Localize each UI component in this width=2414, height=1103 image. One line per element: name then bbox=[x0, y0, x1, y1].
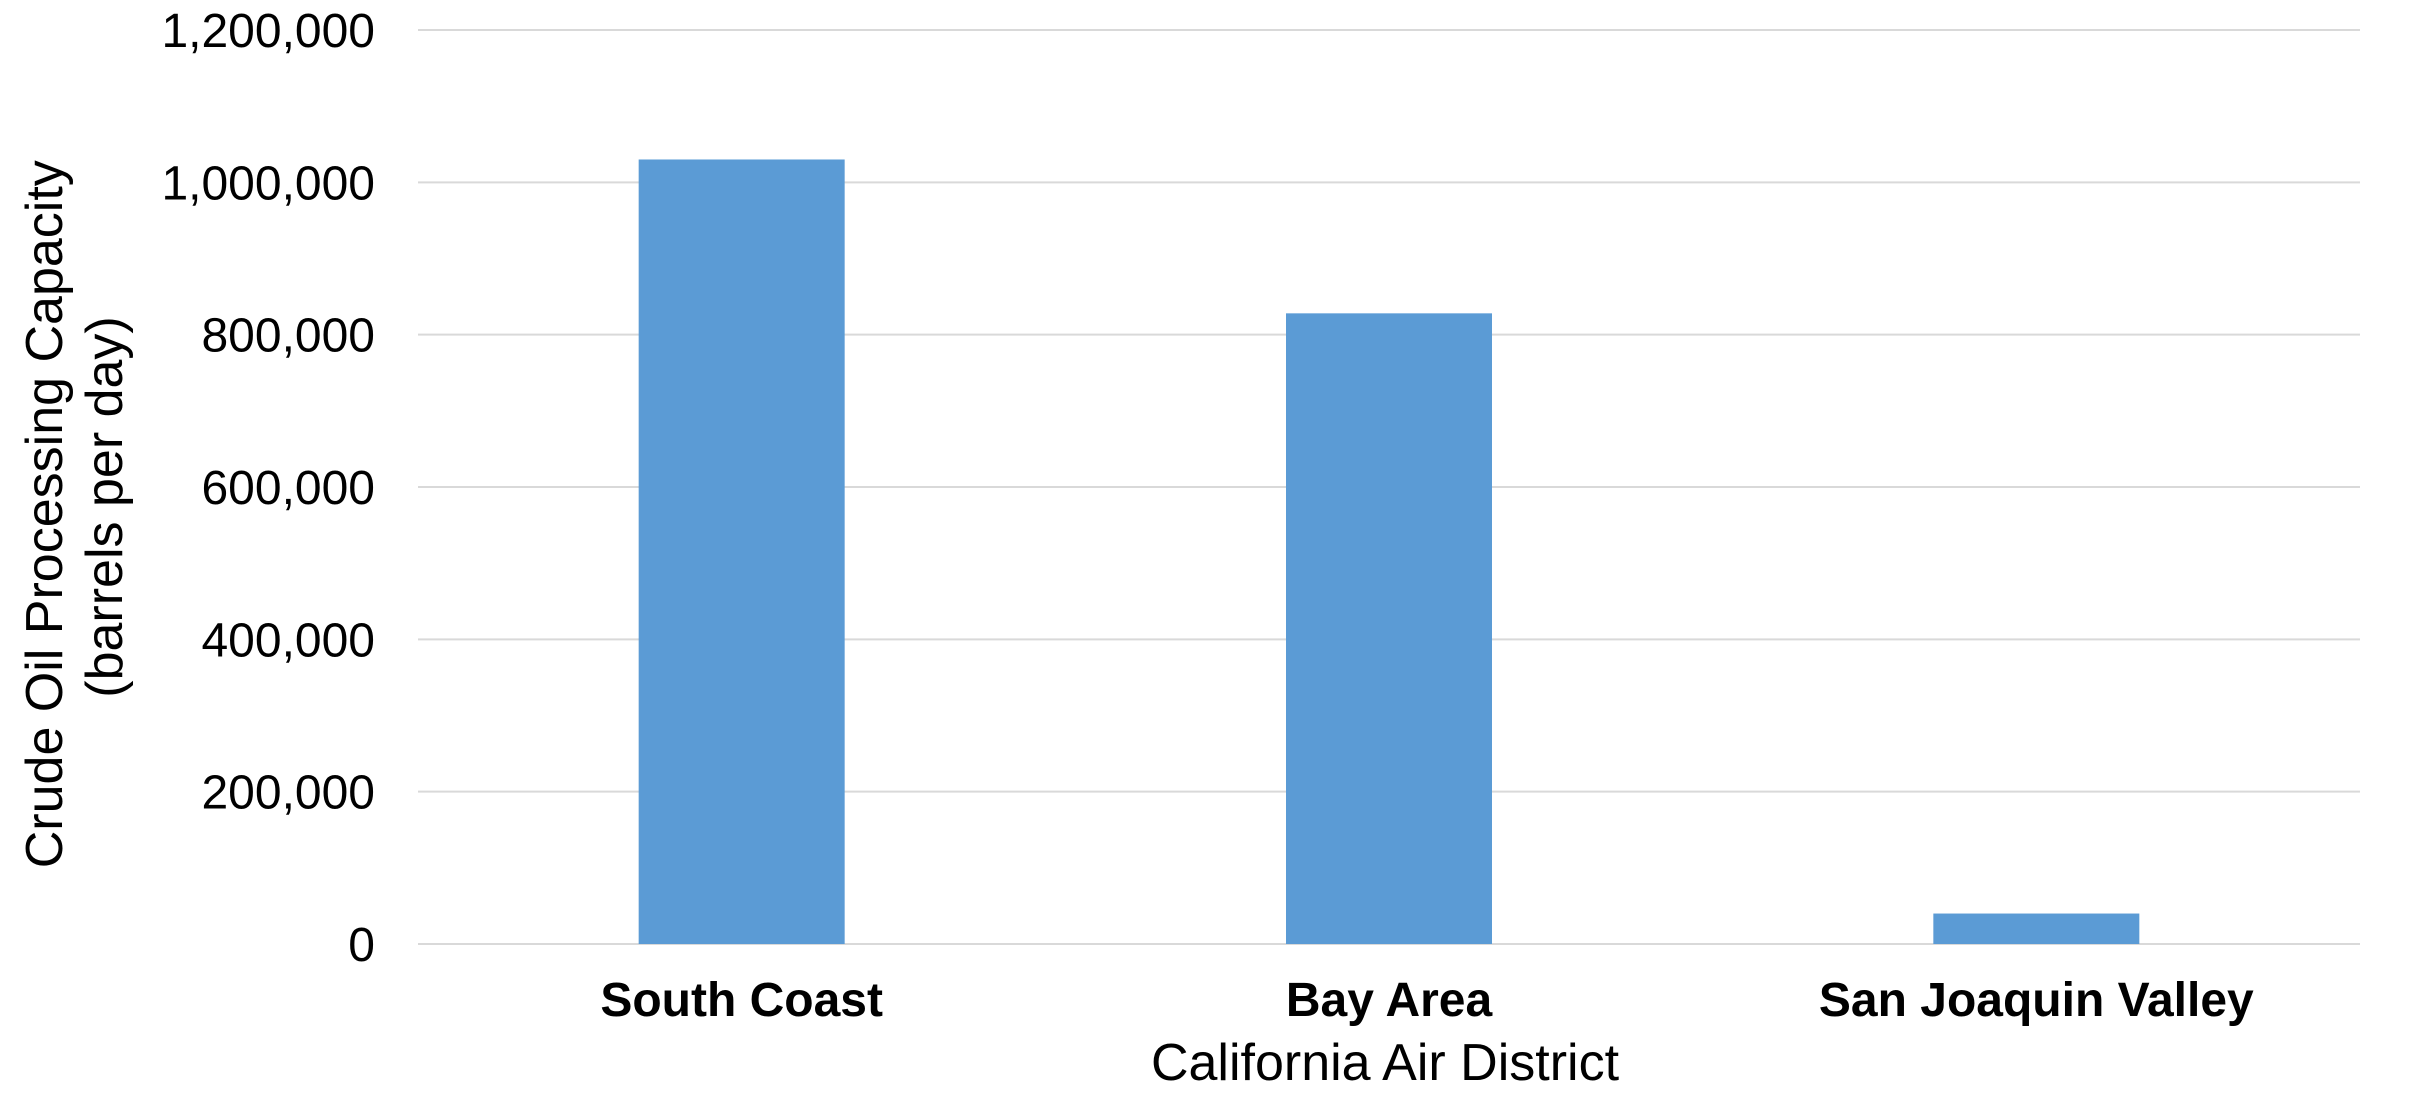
y-axis-ticks: 0 200,000 400,000 600,000 800,000 1,000,000 1,… bbox=[161, 5, 375, 972]
y-axis-title: Crude Oil Processing Capacity (barrels p… bbox=[16, 146, 134, 869]
bar-south-coast bbox=[638, 159, 845, 944]
x-axis-title: California Air District bbox=[1151, 1034, 1620, 1092]
x-tick-label: Bay Area bbox=[1286, 974, 1493, 1027]
y-tick-label: 400,000 bbox=[201, 614, 375, 667]
y-tick-label: 200,000 bbox=[201, 767, 375, 820]
bars bbox=[638, 159, 2140, 945]
bar-bay-area bbox=[1286, 313, 1492, 945]
y-axis-title-line-1: Crude Oil Processing Capacity bbox=[16, 160, 74, 868]
y-tick-label: 1,000,000 bbox=[161, 157, 375, 210]
x-axis-ticks: South Coast Bay Area San Joaquin Valley bbox=[600, 974, 2254, 1027]
x-tick-label: San Joaquin Valley bbox=[1819, 974, 2254, 1027]
y-axis-title-line-2: (barrels per day) bbox=[76, 316, 134, 697]
y-tick-label: 600,000 bbox=[201, 462, 375, 515]
y-tick-label: 1,200,000 bbox=[161, 5, 375, 58]
y-tick-label: 800,000 bbox=[201, 310, 375, 363]
x-tick-label: South Coast bbox=[600, 974, 883, 1027]
bar-san-joaquin-valley bbox=[1933, 913, 2140, 944]
y-tick-label: 0 bbox=[348, 919, 375, 972]
